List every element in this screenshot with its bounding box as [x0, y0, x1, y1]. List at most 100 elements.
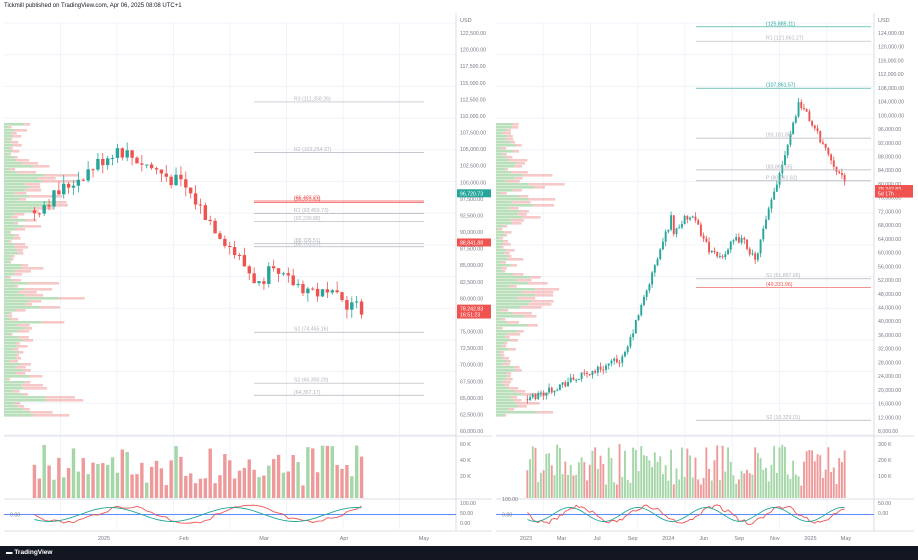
tradingview-logo[interactable]: ▬ TradingView: [6, 546, 52, 560]
volume-profile-bar-up: [496, 252, 505, 255]
pivot-label: (95,487.27): [294, 195, 321, 201]
candle-up: [651, 272, 654, 285]
volume-profile-bar-down: [528, 303, 552, 306]
candle-down: [91, 169, 95, 171]
candle-down: [588, 374, 591, 376]
volume-profile-bar-down: [507, 321, 520, 324]
volume-profile-bar-down: [520, 306, 542, 309]
price-tick-label: 75,000.00: [460, 330, 483, 336]
volume-profile-bar-down: [502, 270, 506, 273]
right-chart-svg[interactable]: (125,885.11) R1 (121,661.27) (107,861.57) (…: [496, 13, 914, 546]
candle-up: [653, 265, 656, 273]
volume-bar: [223, 454, 227, 498]
volume-bar: [629, 482, 632, 498]
volume-profile-bar-up: [4, 183, 25, 186]
candle-up: [281, 273, 286, 275]
oscillator-line-fast: [527, 504, 845, 525]
volume-profile-bar-down: [14, 402, 21, 405]
candle-down: [47, 205, 51, 207]
price-tick-label: 65,000.00: [460, 396, 483, 402]
volume-bar: [786, 474, 789, 498]
volume-bar: [838, 458, 841, 498]
volume-profile-bar-down: [507, 375, 511, 378]
volume-profile-bar-up: [496, 180, 506, 183]
volume-profile-bar-up: [4, 324, 18, 327]
volume-profile-bar-down: [505, 180, 520, 183]
volume-profile-bar-down: [502, 243, 511, 246]
candle-up: [174, 174, 178, 186]
candle-up: [591, 371, 594, 376]
volume-bar: [789, 478, 792, 498]
volume-profile-bar-down: [21, 264, 29, 267]
volume-bar: [174, 446, 178, 498]
candle-down: [154, 168, 159, 170]
tradingview-brand-label: TradingView: [14, 549, 53, 556]
volume-bar: [101, 463, 105, 498]
volume-profile-bar-up: [496, 165, 515, 168]
candle-up: [680, 224, 683, 228]
candle-up: [770, 199, 773, 209]
volume-bar: [648, 460, 651, 498]
volume-profile-bar-up: [4, 147, 11, 150]
volume-profile-bar-up: [4, 405, 18, 408]
volume-profile-bar-down: [506, 333, 521, 336]
candle-down: [827, 147, 830, 155]
volume-bar: [325, 445, 330, 498]
volume-profile-bar-up: [4, 270, 15, 273]
volume-profile-bar-down: [10, 141, 19, 144]
volume-bar: [843, 450, 846, 498]
candle-up: [621, 356, 624, 363]
pivot-label: (95,229.53): [294, 197, 321, 203]
volume-profile-bar-down: [507, 258, 524, 261]
volume-profile-bar-up: [496, 219, 511, 222]
candle-up: [670, 215, 673, 230]
volume-profile-bar-up: [4, 198, 20, 201]
volume-profile-bar-down: [21, 267, 44, 270]
pivot-label: S2 (66,300.29): [294, 378, 329, 384]
price-tick-label: 88,000.00: [878, 155, 901, 161]
volume-profile-bar-down: [14, 273, 23, 276]
volume-bar: [345, 465, 349, 498]
volume-profile-bar-up: [496, 333, 507, 336]
volume-profile-bar-down: [500, 246, 504, 249]
volume-bar: [125, 452, 129, 498]
volume-profile-bar-down: [514, 177, 523, 180]
volume-bar: [154, 460, 159, 498]
volume-profile-bar-down: [11, 258, 14, 261]
volume-profile-bar-down: [504, 342, 508, 345]
right-chart-pane[interactable]: (125,885.11) R1 (121,661.27) (107,861.57) (…: [496, 13, 914, 546]
volume-profile-bar-down: [536, 411, 554, 414]
volume-bar: [632, 447, 635, 498]
candle-down: [198, 204, 203, 206]
candle-up: [577, 379, 580, 381]
candle-up: [539, 392, 542, 394]
volume-profile-bar-up: [496, 258, 508, 261]
volume-bar: [754, 447, 757, 498]
candle-down: [697, 220, 700, 225]
volume-profile-bar-down: [508, 408, 515, 411]
candle-up: [784, 155, 786, 165]
candle-up: [762, 228, 765, 240]
volume-bar: [702, 477, 705, 498]
volume-bar: [634, 449, 637, 498]
volume-bar: [149, 466, 154, 498]
left-chart-pane[interactable]: R3 (111,358.26) R2 (103,254.37) (95,487.27…: [4, 13, 492, 546]
pivot-label: R1 (121,661.27): [766, 36, 804, 42]
volume-bar: [689, 455, 692, 498]
price-tick-label: 96,000.00: [878, 127, 901, 133]
tradingview-logo-icon: ▬: [6, 549, 13, 556]
candle-up: [689, 217, 692, 220]
volume-profile-bar-down: [45, 396, 75, 399]
volume-bar: [594, 447, 597, 498]
volume-profile-bar-down: [22, 393, 28, 396]
left-chart-svg[interactable]: R3 (111,358.26) R2 (103,254.37) (95,487.27…: [4, 13, 492, 546]
volume-profile-bar-up: [4, 282, 29, 285]
candle-down: [686, 215, 689, 220]
volume-profile-bar-down: [33, 165, 50, 168]
volume-profile-bar-down: [531, 300, 554, 303]
volume-profile-bar-down: [501, 318, 506, 321]
candle-up: [296, 284, 300, 286]
pivot-label: R2 (103,254.37): [294, 147, 332, 153]
candle-up: [740, 237, 743, 243]
volume-profile-bar-up: [4, 156, 15, 159]
